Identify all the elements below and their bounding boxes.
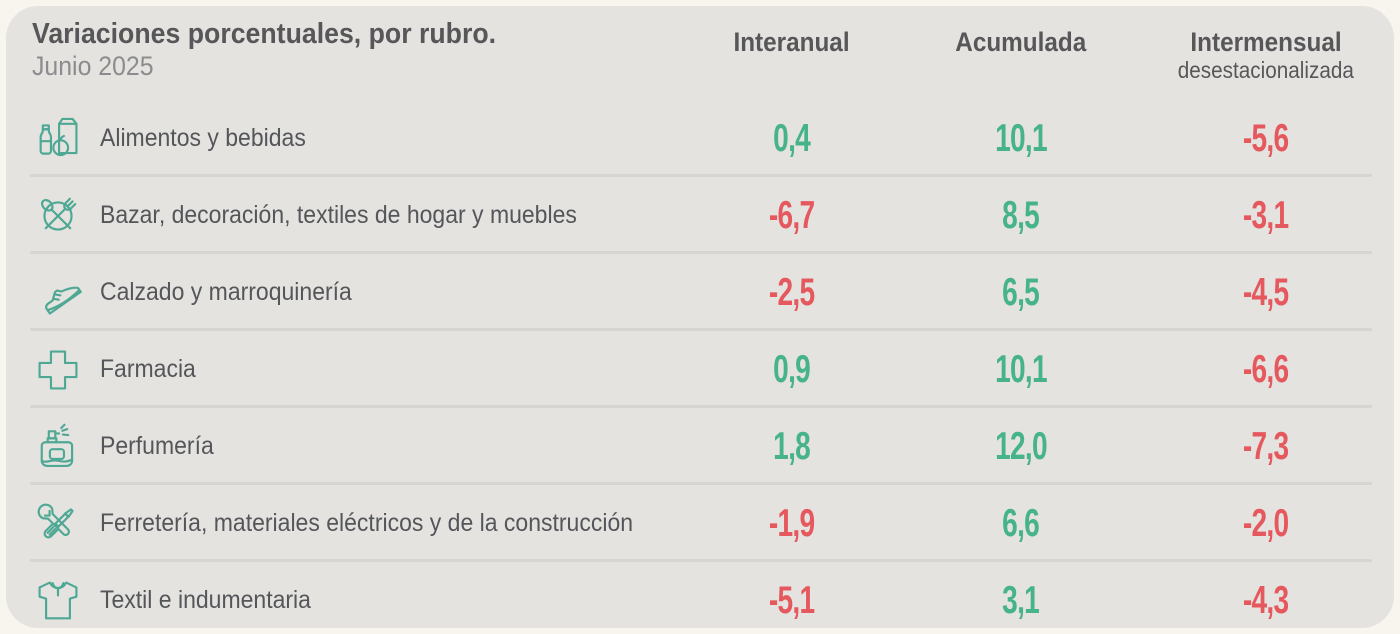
row-label-cell: Farmacia: [32, 344, 687, 396]
acumulada-cell: 10,1: [897, 117, 1145, 161]
acumulada-cell: 6,5: [897, 271, 1145, 315]
row-label-cell: Bazar, decoración, textiles de hogar y m…: [32, 190, 687, 242]
intermensual-value: -6,6: [1243, 347, 1289, 391]
acumulada-value: 8,5: [1002, 193, 1041, 237]
interanual-value: -5,1: [769, 578, 815, 622]
interanual-cell: -1,9: [687, 502, 897, 546]
variations-table-card: Variaciones porcentuales, por rubro. Jun…: [6, 6, 1394, 628]
tableware-icon: [32, 190, 84, 242]
interanual-cell: 1,8: [687, 425, 897, 469]
intermensual-cell: -4,5: [1145, 271, 1387, 315]
acumulada-cell: 8,5: [897, 194, 1145, 238]
interanual-cell: -6,7: [687, 194, 897, 238]
interanual-value: 1,8: [773, 424, 812, 468]
interanual-cell: 0,4: [687, 117, 897, 161]
column-header-intermensual-sub: desestacionalizada: [1177, 57, 1355, 84]
acumulada-cell: 12,0: [897, 425, 1145, 469]
table-row-alimentos: Alimentos y bebidas 0,4 10,1 -5,6: [6, 100, 1394, 177]
acumulada-cell: 6,6: [897, 502, 1145, 546]
column-header-acumulada: Acumulada: [955, 27, 1087, 57]
page-subtitle: Junio 2025: [32, 51, 154, 82]
acumulada-value: 10,1: [995, 347, 1047, 391]
row-label: Bazar, decoración, textiles de hogar y m…: [100, 201, 577, 229]
row-label: Calzado y marroquinería: [100, 278, 352, 306]
acumulada-value: 6,5: [1002, 270, 1041, 314]
interanual-cell: -5,1: [687, 579, 897, 623]
interanual-value: 0,9: [773, 347, 812, 391]
pharmacy-cross-icon: [32, 344, 84, 396]
row-label-cell: Perfumería: [32, 421, 687, 473]
row-label: Perfumería: [100, 432, 214, 460]
interanual-value: -6,7: [769, 193, 815, 237]
interanual-value: -2,5: [769, 270, 815, 314]
intermensual-value: -3,1: [1243, 193, 1289, 237]
acumulada-cell: 3,1: [897, 579, 1145, 623]
row-label: Farmacia: [100, 355, 196, 383]
interanual-cell: -2,5: [687, 271, 897, 315]
page-title: Variaciones porcentuales, por rubro.: [32, 18, 497, 50]
tools-icon: [32, 498, 84, 550]
acumulada-value: 12,0: [995, 424, 1047, 468]
intermensual-cell: -4,3: [1145, 579, 1387, 623]
perfume-icon: [32, 421, 84, 473]
acumulada-value: 10,1: [995, 116, 1047, 160]
intermensual-cell: -6,6: [1145, 348, 1387, 392]
shirt-icon: [32, 575, 84, 627]
table-header: Variaciones porcentuales, por rubro. Jun…: [6, 6, 1394, 100]
column-header-interanual: Interanual: [733, 27, 851, 57]
intermensual-cell: -2,0: [1145, 502, 1387, 546]
intermensual-value: -5,6: [1243, 116, 1289, 160]
row-label: Textil e indumentaria: [100, 586, 311, 614]
interanual-value: -1,9: [769, 501, 815, 545]
intermensual-cell: -3,1: [1145, 194, 1387, 238]
interanual-cell: 0,9: [687, 348, 897, 392]
table-row-perfumeria: Perfumería 1,8 12,0 -7,3: [6, 408, 1394, 485]
groceries-icon: [32, 113, 84, 165]
column-header-intermensual: Intermensual desestacionalizada: [1145, 6, 1387, 84]
interanual-value: 0,4: [773, 116, 812, 160]
acumulada-value: 3,1: [1002, 578, 1041, 622]
table-row-farmacia: Farmacia 0,9 10,1 -6,6: [6, 331, 1394, 408]
table-row-bazar: Bazar, decoración, textiles de hogar y m…: [6, 177, 1394, 254]
intermensual-value: -4,5: [1243, 270, 1289, 314]
row-label-cell: Alimentos y bebidas: [32, 113, 687, 165]
row-label: Ferretería, materiales eléctricos y de l…: [100, 509, 634, 537]
acumulada-value: 6,6: [1002, 501, 1041, 545]
table-row-ferreteria: Ferretería, materiales eléctricos y de l…: [6, 485, 1394, 562]
row-label-cell: Calzado y marroquinería: [32, 267, 687, 319]
intermensual-cell: -7,3: [1145, 425, 1387, 469]
row-label-cell: Textil e indumentaria: [32, 575, 687, 627]
row-label-cell: Ferretería, materiales eléctricos y de l…: [32, 498, 687, 550]
table-row-textil: Textil e indumentaria -5,1 3,1 -4,3: [6, 562, 1394, 628]
acumulada-cell: 10,1: [897, 348, 1145, 392]
row-label: Alimentos y bebidas: [100, 124, 306, 152]
title-block: Variaciones porcentuales, por rubro. Jun…: [32, 6, 687, 83]
intermensual-value: -7,3: [1243, 424, 1289, 468]
intermensual-value: -2,0: [1243, 501, 1289, 545]
intermensual-cell: -5,6: [1145, 117, 1387, 161]
table-row-calzado: Calzado y marroquinería -2,5 6,5 -4,5: [6, 254, 1394, 331]
shoe-icon: [32, 267, 84, 319]
intermensual-value: -4,3: [1243, 578, 1289, 622]
